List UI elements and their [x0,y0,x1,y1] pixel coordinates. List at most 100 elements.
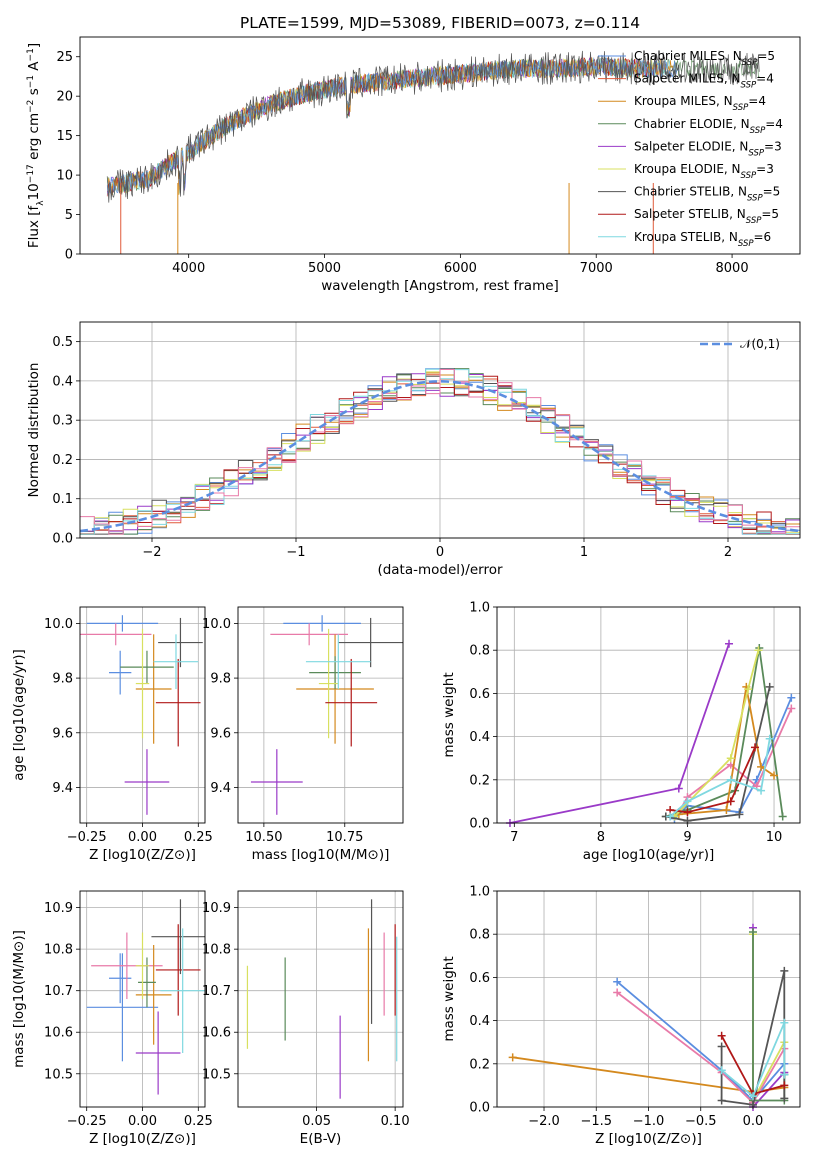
x-tick-label: 2 [724,545,732,560]
y-tick-label: 0.3 [52,414,73,429]
legend-label: Salpeter ELODIE, NSSP=3 [634,139,782,158]
mass-weight-point [780,1094,789,1103]
mass-weight-point [726,775,735,784]
x-tick-label: 0.05 [302,1114,331,1129]
x-tick-label: 10.75 [326,830,363,845]
x-tick-label: −1.5 [580,1114,612,1129]
x-tick-label: 4000 [172,261,205,276]
mass-weight-point [757,786,766,795]
y-tick-label: 9.6 [210,726,231,741]
y-tick-label: 0.6 [469,971,490,986]
mass-weight-point [735,810,744,819]
residuals-frame [79,321,801,539]
x-tick-label: 0.00 [128,1114,157,1129]
mass-weight-point [750,743,759,752]
y-axis-label: Flux [fλ10−17 erg cm−2 s−1 A−1] [26,43,46,248]
mass-weight-point [778,812,787,821]
y-tick-label: 0.2 [52,453,73,468]
x-tick-label: −1.0 [633,1114,665,1129]
y-tick-label: 9.4 [210,781,231,796]
mass-weight-series-line [665,686,771,822]
y-tick-label: 10.7 [44,984,73,999]
y-tick-label: 10.9 [202,901,231,916]
mass-weight-point [683,797,692,806]
mass-weight-point [780,1018,789,1027]
mass-weight-point [765,734,774,743]
x-tick-label: −1 [286,545,305,560]
normal-reference-curve [80,379,800,533]
mass-weight-point [508,1053,517,1062]
y-tick-label: 10.0 [44,617,73,632]
y-tick-label: 9.6 [52,726,73,741]
y-axis-label: mass weight [441,956,457,1041]
mass-weight-point [717,1042,726,1051]
mass-weight-vs-Z-grid [497,890,800,1108]
legend-label: Salpeter STELIB, NSSP=5 [634,207,779,226]
residuals-grid [80,322,800,539]
legend-label: Kroupa STELIB, NSSP=6 [634,230,771,249]
mass-weight-point [744,685,753,694]
legend-label: Kroupa MILES, NSSP=4 [634,94,766,113]
x-tick-label: 10 [766,830,783,845]
mass-weight-vs-age-grid [497,606,800,824]
x-tick-label: 0.0 [743,1114,764,1129]
x-tick-label: 7000 [580,261,613,276]
x-tick-label: 1 [580,545,588,560]
x-axis-label: Z [log10(Z/Z⊙)] [595,1131,702,1147]
y-tick-label: 25 [56,50,73,65]
y-tick-label: 0.4 [469,730,490,745]
mass-weight-series-line [665,647,784,818]
x-tick-label: −2.0 [528,1114,560,1129]
x-tick-label: 0 [436,545,444,560]
y-tick-label: 10.9 [44,901,73,916]
mass-weight-point [787,693,796,702]
y-tick-label: 15 [56,129,73,144]
mass-weight-point [726,754,735,763]
mass-weight-point [717,1096,726,1105]
mass-weight-point [725,639,734,648]
mass-weight-series-line [721,1022,786,1098]
x-axis-label: (data-model)/error [377,562,503,578]
x-tick-label: 0.10 [381,1114,410,1129]
y-tick-label: 0.2 [469,1057,490,1072]
x-axis-label: age [log10(age/yr)] [583,847,715,863]
mass-weight-point [683,808,692,817]
x-tick-label: −0.5 [685,1114,717,1129]
y-tick-label: 10.6 [202,1026,231,1041]
y-tick-label: 0.0 [469,1101,490,1116]
legend-label: 𝒩(0,1) [740,337,780,351]
y-tick-label: 10.8 [202,943,231,958]
mass-weight-point [726,797,735,806]
x-tick-label: 9 [683,830,691,845]
x-axis-label: Z [log10(Z/Z⊙)] [89,1131,196,1147]
mass-weight-point [748,928,757,937]
y-tick-label: 0.8 [469,928,490,943]
mass-weight-point [780,1081,789,1090]
y-tick-label: 10 [56,169,73,184]
spectrum-frame [79,36,801,255]
mass-weight-point [613,977,622,986]
y-tick-label: 9.4 [52,781,73,796]
age-vs-mass-frame [237,606,404,824]
mass-weight-point [717,1066,726,1075]
age-vs-Z-frame [79,606,206,824]
y-tick-label: 0.1 [52,492,73,507]
x-tick-label: 5000 [308,261,341,276]
spectrum-series-line [106,50,760,203]
y-tick-label: 10.8 [44,943,73,958]
legend-label: Kroupa ELODIE, NSSP=3 [634,162,774,181]
mass-weight-point [754,646,763,655]
y-tick-label: 10.7 [202,984,231,999]
x-axis-label: E(B-V) [300,1131,342,1147]
mass-weight-point [683,816,692,825]
mass-weight-point [613,988,622,997]
mass-weight-point [748,1100,757,1109]
x-tick-label: 0.00 [128,830,157,845]
y-tick-label: 1.0 [469,885,490,900]
mass-weight-point [666,812,675,821]
mass-weight-series-line [673,649,760,818]
y-tick-label: 0 [65,248,73,263]
y-tick-label: 5 [65,208,73,223]
mass-weight-point [780,966,789,975]
y-tick-label: 9.8 [210,672,231,687]
